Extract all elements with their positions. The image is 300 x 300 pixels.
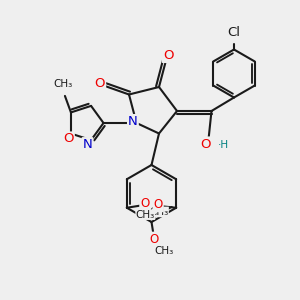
Text: O: O xyxy=(95,76,105,90)
Text: N: N xyxy=(82,138,92,151)
Text: Cl: Cl xyxy=(227,26,241,39)
Text: CH₃: CH₃ xyxy=(136,210,155,220)
Text: O: O xyxy=(200,137,211,151)
Text: N: N xyxy=(128,115,138,128)
Text: O: O xyxy=(140,197,149,210)
Text: O: O xyxy=(154,198,163,211)
Text: O: O xyxy=(150,232,159,246)
Text: CH₃: CH₃ xyxy=(54,79,73,89)
Text: O: O xyxy=(163,49,173,62)
Text: CH₃: CH₃ xyxy=(154,245,174,256)
Text: ·H: ·H xyxy=(218,140,229,150)
Text: O: O xyxy=(63,133,74,146)
Text: CH₃: CH₃ xyxy=(149,207,169,217)
